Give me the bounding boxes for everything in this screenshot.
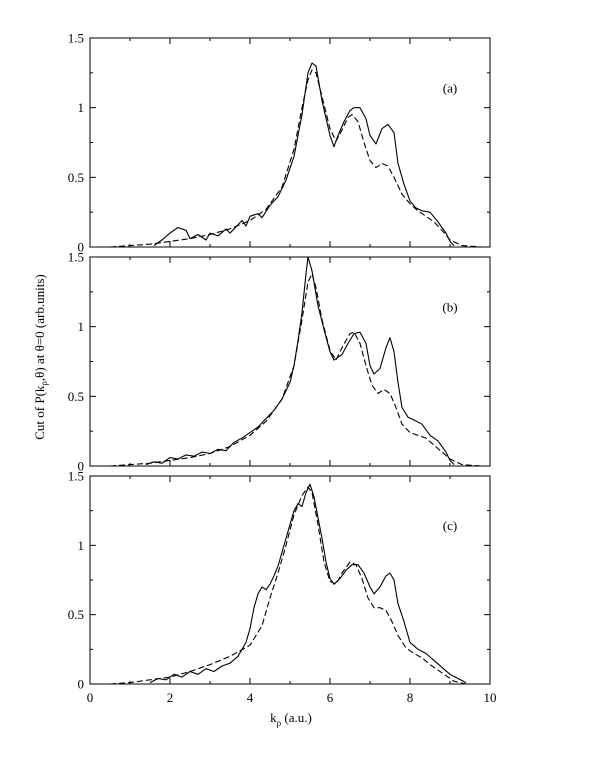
panel-annotation: (b) [442,299,457,314]
y-tick-label: 0.5 [68,389,84,404]
x-tick-label: 4 [247,690,254,705]
x-tick-label: 10 [484,690,497,705]
panels: 00.511.5(a)00.511.5(b)00.511.50 2 4 6 8 10(c) [68,31,497,706]
x-tick-label: 6 [327,690,334,705]
y-tick-label: 1 [78,538,85,553]
panel-annotation: (a) [443,80,457,95]
plot-frame [89,37,491,248]
x-axis-label: kρ (a.u.) [270,710,312,728]
series-line-solid [149,483,467,684]
panel-annotation: (c) [443,518,457,533]
x-tick-label: 0 [87,690,94,705]
y-axis-label: Cut of P(kρ,θ) at θ=0 (arb.units) [32,274,49,439]
y-tick-label: 0 [78,677,85,692]
y-tick-label: 0 [78,240,85,255]
y-tick-label: 1.5 [68,469,84,484]
panel-3: 0 0.5 1 1.5 0 2 4 6 8 10 (c) [68,469,497,706]
plot-frame [89,475,491,685]
y-tick-label: 0.5 [68,607,84,622]
series-line-solid [145,256,455,466]
y-tick-label: 1 [78,100,85,115]
series-line-dashed [109,69,483,248]
panel-2: 0 0.5 1 1.5 (b) [68,250,491,474]
y-tick-label: 1.5 [68,250,84,265]
y-tick-label: 0.5 [68,170,84,185]
y-tick-label: 1.5 [68,31,84,46]
x-tick-label: 8 [407,690,414,705]
x-tick-label: 2 [167,690,174,705]
panel-1: 0 0.5 1 1.5 (a) [68,31,491,255]
series-line-dashed [109,273,483,467]
y-tick-label: 1 [78,319,85,334]
y-tick-label: 0 [78,459,85,474]
series-line-dashed [109,486,467,685]
series-line-solid [153,62,455,247]
